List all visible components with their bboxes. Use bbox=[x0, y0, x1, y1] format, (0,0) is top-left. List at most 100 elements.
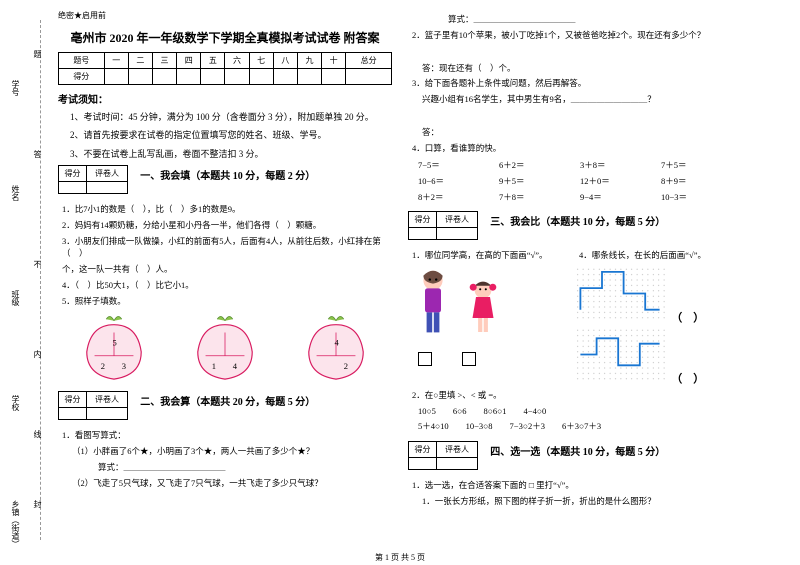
calc-grid: 7−5＝ 6＋2＝ 3＋8＝ 7＋5＝ 10−6＝ 9＋5＝ 12＋0＝ 8＋9… bbox=[418, 157, 742, 205]
c8[interactable]: 8＋2＝ bbox=[418, 191, 499, 203]
kids-figure bbox=[408, 266, 575, 348]
sb3-l: 得分 bbox=[409, 212, 437, 228]
sb2-r: 评卷人 bbox=[86, 392, 127, 408]
sh-11: 总分 bbox=[346, 53, 392, 69]
q1-5: 5．照样子填数。 bbox=[62, 295, 392, 308]
circ-1[interactable]: 10○5 6○6 8○6○1 4−4○0 bbox=[418, 405, 742, 417]
scorebox-4: 得分评卷人 bbox=[408, 441, 478, 470]
q1-3: 3．小朋友们排成一队做操，小红的前面有5人，后面有4人，从前往后数，小红排在第（… bbox=[62, 235, 392, 261]
margin-class: 班级 bbox=[10, 290, 21, 306]
c6[interactable]: 12＋0＝ bbox=[580, 175, 661, 187]
sh-1: 一 bbox=[104, 53, 128, 69]
pb-1: 1 bbox=[212, 361, 216, 371]
hint-1: 题 bbox=[32, 50, 43, 58]
part1-title: 一、我会填（本题共 10 分，每题 2 分） bbox=[140, 171, 315, 182]
sh-0: 题号 bbox=[59, 53, 105, 69]
sh-3: 三 bbox=[152, 53, 176, 69]
scorebox-3: 得分评卷人 bbox=[408, 211, 478, 240]
q2-4: 4．口算，看谁算的快。 bbox=[412, 142, 742, 155]
q2-2: 2．篮子里有10个苹果，被小丁吃掉1个，又被爸爸吃掉2个。现在还有多少个？ bbox=[412, 29, 742, 42]
sh-9: 九 bbox=[297, 53, 321, 69]
q2-1a-formula[interactable]: 算式：＿＿＿＿＿＿＿＿＿＿＿＿ bbox=[98, 461, 392, 474]
hint-3: 不 bbox=[32, 260, 43, 268]
sb1-r: 评卷人 bbox=[86, 166, 127, 182]
checkbox-1[interactable] bbox=[418, 352, 432, 366]
grid-paths: （ ） bbox=[575, 266, 742, 325]
q1-1: 1．比7小1的数是（ ），比（ ）多1的数是9。 bbox=[62, 203, 392, 216]
c1[interactable]: 6＋2＝ bbox=[499, 159, 580, 171]
score-row-label: 得分 bbox=[59, 69, 105, 85]
checkbox-row bbox=[418, 352, 575, 366]
sh-6: 六 bbox=[225, 53, 249, 69]
scorebox-2: 得分评卷人 bbox=[58, 391, 128, 420]
c2[interactable]: 3＋8＝ bbox=[580, 159, 661, 171]
margin-name: 姓名 bbox=[10, 185, 21, 201]
q3-2: 2．在○里填 >、< 或 =。 bbox=[412, 389, 742, 402]
margin-id: 学号 bbox=[10, 80, 21, 96]
paren-1[interactable]: （ ） bbox=[671, 312, 704, 324]
pc-4: 4 bbox=[335, 338, 340, 348]
q2-2-ans[interactable]: 答：现在还有（ ）个。 bbox=[422, 62, 742, 75]
sh-5: 五 bbox=[201, 53, 225, 69]
c7[interactable]: 8＋9＝ bbox=[661, 175, 742, 187]
paper-title: 亳州市 2020 年一年级数学下学期全真模拟考试试卷 附答案 bbox=[58, 29, 392, 46]
binding-margin: 乡镇（街道） 学校 班级 姓名 学号 题 答 不 内 线 封 bbox=[0, 0, 48, 565]
c11[interactable]: 10−3＝ bbox=[661, 191, 742, 203]
notice-1: 1、考试时间：45 分钟，满分为 100 分（含卷面分 3 分），附加题单独 2… bbox=[70, 110, 392, 124]
notice-title: 考试须知： bbox=[58, 91, 392, 106]
c3[interactable]: 7＋5＝ bbox=[661, 159, 742, 171]
q2-1: 1．看图写算式： bbox=[62, 429, 392, 442]
q1-3b: 个，这一队一共有（ ）人。 bbox=[62, 263, 392, 276]
q1-4: 4．（ ）比50大1，（ ）比它小1。 bbox=[62, 279, 392, 292]
part4-title: 四、选一选（本题共 10 分，每题 5 分） bbox=[490, 447, 665, 458]
confidential-tag: 绝密★启用前 bbox=[58, 10, 392, 21]
sh-8: 八 bbox=[273, 53, 297, 69]
paren-2[interactable]: （ ） bbox=[671, 373, 704, 385]
score-header-row: 题号 一 二 三 四 五 六 七 八 九 十 总分 bbox=[59, 53, 392, 69]
pb-4: 4 bbox=[233, 361, 238, 371]
pa-5: 5 bbox=[112, 338, 116, 348]
c5[interactable]: 9＋5＝ bbox=[499, 175, 580, 187]
sb2-l: 得分 bbox=[59, 392, 87, 408]
q2-1b: （2）飞走了5只气球，又飞走了7只气球，一共飞走了多少只气球？ bbox=[72, 477, 392, 490]
c9[interactable]: 7＋8＝ bbox=[499, 191, 580, 203]
hint-5: 线 bbox=[32, 430, 43, 438]
sh-10: 十 bbox=[322, 53, 346, 69]
notice-2: 2、请首先按要求在试卷的指定位置填写您的姓名、班级、学号。 bbox=[70, 128, 392, 142]
sb4-r: 评卷人 bbox=[436, 441, 477, 457]
sh-7: 七 bbox=[249, 53, 273, 69]
score-table: 题号 一 二 三 四 五 六 七 八 九 十 总分 得分 bbox=[58, 52, 392, 85]
notice-3: 3、不要在试卷上乱写乱画，卷面不整洁扣 3 分。 bbox=[70, 147, 392, 161]
c0[interactable]: 7−5＝ bbox=[418, 159, 499, 171]
hint-6: 封 bbox=[32, 500, 43, 508]
right-column: 算式：＿＿＿＿＿＿＿＿＿＿＿＿ 2．篮子里有10个苹果，被小丁吃掉1个，又被爸爸… bbox=[400, 10, 750, 555]
q3-1: 1．哪位同学高，在高的下面画“√”。 bbox=[412, 249, 575, 262]
left-column: 绝密★启用前 亳州市 2020 年一年级数学下学期全真模拟考试试卷 附答案 题号… bbox=[50, 10, 400, 555]
q2-3-ans[interactable]: 答： bbox=[422, 126, 742, 139]
part2-title: 二、我会算（本题共 20 分，每题 5 分） bbox=[140, 397, 315, 408]
c10[interactable]: 9−4＝ bbox=[580, 191, 661, 203]
pc-2: 2 bbox=[344, 361, 348, 371]
q3-1r: 4．哪条线长，在长的后面画“√”。 bbox=[579, 249, 742, 262]
pa-3: 3 bbox=[121, 361, 125, 371]
peach-2: 1 4 bbox=[185, 313, 265, 385]
hint-4: 内 bbox=[32, 350, 43, 358]
q4-1: 1．选一选，在合适答案下面的 □ 里打“√”。 bbox=[412, 479, 742, 492]
peach-diagrams: 5 2 3 1 4 bbox=[58, 313, 392, 385]
c4[interactable]: 10−6＝ bbox=[418, 175, 499, 187]
circ-2[interactable]: 5＋4○10 10−3○8 7−3○2＋3 6＋3○7＋3 bbox=[418, 420, 742, 432]
sh-4: 四 bbox=[177, 53, 201, 69]
page-footer: 第 1 页 共 5 页 bbox=[0, 552, 800, 563]
peach-1: 5 2 3 bbox=[74, 313, 154, 385]
kid-2 bbox=[458, 276, 508, 348]
grid-paths-2: （ ） bbox=[575, 327, 742, 386]
checkbox-2[interactable] bbox=[462, 352, 476, 366]
margin-township: 乡镇（街道） bbox=[10, 500, 21, 548]
q2-3a: 兴趣小组有16名学生，其中男生有9名，＿＿＿＿＿＿＿＿＿？ bbox=[422, 93, 742, 106]
sb1-l: 得分 bbox=[59, 166, 87, 182]
q2-1a: （1）小胖画了6个★，小明画了3个★，两人一共画了多少个★？ bbox=[72, 445, 392, 458]
q4-1a: 1．一张长方形纸，照下图的样子折一折，折出的是什么图形？ bbox=[422, 495, 742, 508]
q2-r-formula[interactable]: 算式：＿＿＿＿＿＿＿＿＿＿＿＿ bbox=[448, 13, 742, 26]
q1-2: 2．妈妈有14颗奶糖，分给小星和小丹各一半，他们各得（ ）颗糖。 bbox=[62, 219, 392, 232]
part3-title: 三、我会比（本题共 10 分，每题 5 分） bbox=[490, 217, 665, 228]
